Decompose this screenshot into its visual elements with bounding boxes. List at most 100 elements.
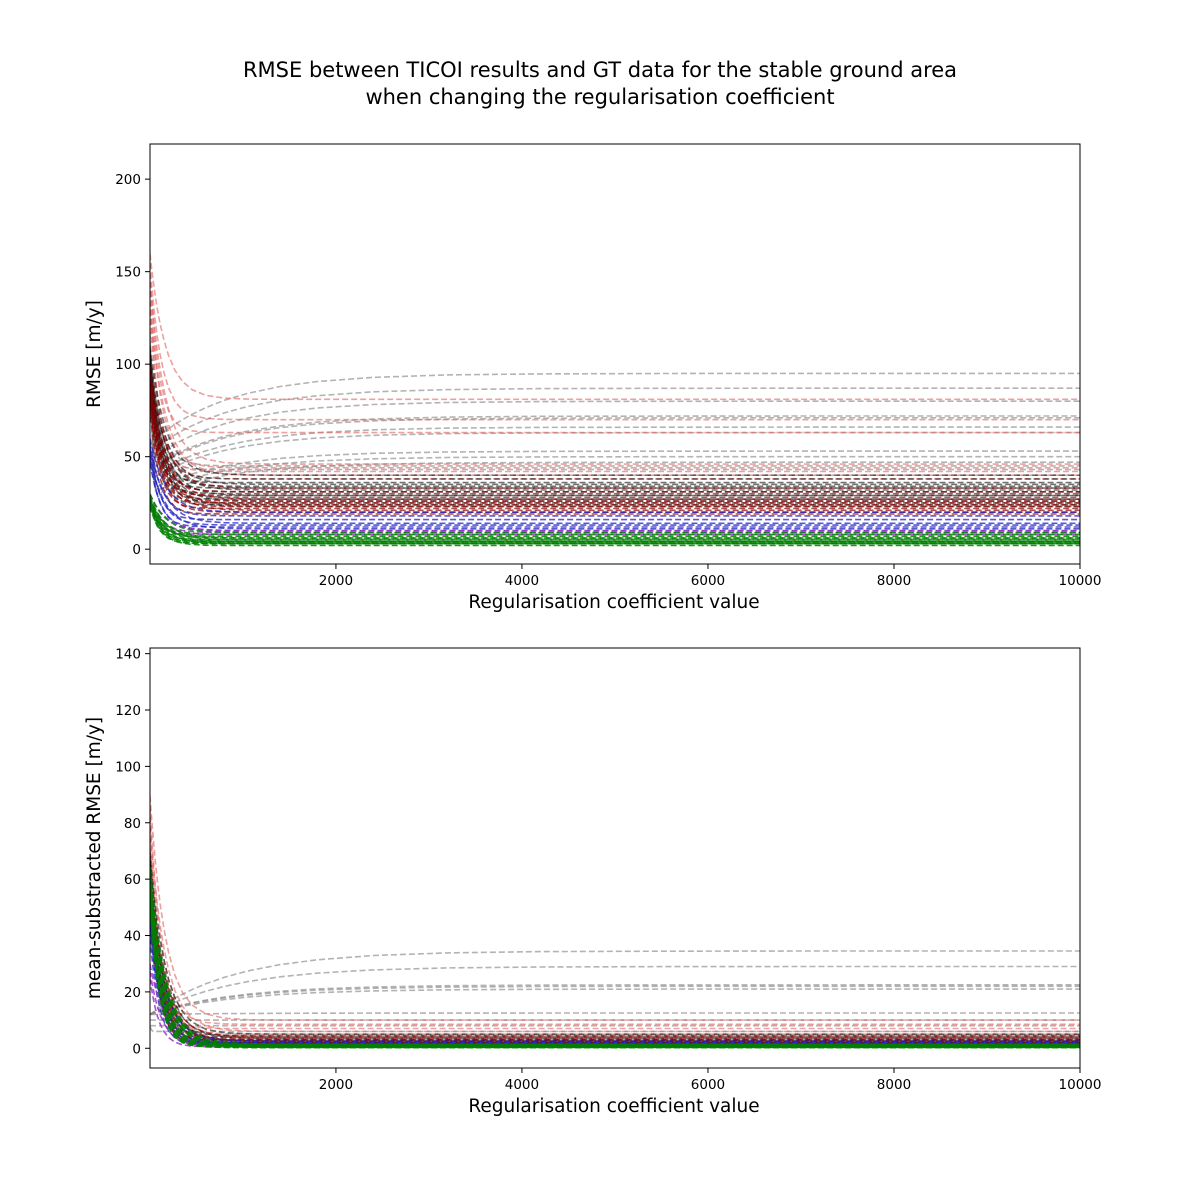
series-line-gray xyxy=(150,965,1080,1016)
series-line-gray xyxy=(150,988,1080,1016)
y-tick-label: 60 xyxy=(124,872,141,888)
series-group xyxy=(150,795,1080,1049)
series-line-black xyxy=(150,346,1080,476)
series-line-black xyxy=(150,349,1080,480)
y-tick-label: 40 xyxy=(124,929,141,945)
series-line-green xyxy=(150,493,1080,534)
series-line-black xyxy=(150,355,1080,486)
series-line-blue xyxy=(150,459,1080,530)
y-tick-label: 0 xyxy=(132,542,141,558)
y-axis-label: mean-substracted RMSE [m/y] xyxy=(84,717,105,999)
bottom-panel-mean-substracted-rmse: 2000 4000 6000 8000 10000 0 20 40 60 80 100 120 140 R… xyxy=(84,647,1101,1117)
series-line-darkred xyxy=(150,373,1080,497)
series-line-green xyxy=(150,882,1080,1047)
y-tick-label: 100 xyxy=(115,759,141,775)
x-tick-label: 4000 xyxy=(505,573,539,589)
series-line-darkred xyxy=(150,885,1080,1040)
series-line-gray xyxy=(150,345,1080,468)
y-tick-label: 150 xyxy=(115,265,141,281)
series-line-black xyxy=(150,374,1080,497)
series-line-red xyxy=(150,281,1080,465)
x-tick-label: 6000 xyxy=(691,1077,725,1093)
y-tick-label: 50 xyxy=(124,450,141,466)
series-line-black xyxy=(150,876,1080,1042)
series-line-red xyxy=(150,827,1080,1033)
series-line-red xyxy=(150,849,1080,1037)
series-line-gray xyxy=(150,336,1080,450)
series-line-gray xyxy=(150,331,1080,441)
figure-title-line1: RMSE between TICOI results and GT data f… xyxy=(242,58,958,82)
series-line-gray xyxy=(150,1026,1080,1033)
series-line-gray xyxy=(150,354,1080,475)
y-axis-label: RMSE [m/y] xyxy=(84,300,105,408)
x-tick-label: 2000 xyxy=(319,1077,353,1093)
series-line-darkred xyxy=(150,399,1080,512)
x-tick-label: 10000 xyxy=(1059,1077,1102,1093)
series-line-red xyxy=(150,291,1080,469)
series-line-red xyxy=(150,253,1080,401)
series-line-black xyxy=(150,381,1080,500)
series-line-black xyxy=(150,860,1080,1038)
x-tick-label: 8000 xyxy=(877,573,911,589)
series-line-darkred xyxy=(150,407,1080,515)
series-line-green xyxy=(150,869,1080,1046)
series-line-darkred xyxy=(150,384,1080,504)
series-line-red xyxy=(150,301,1080,473)
series-line-gray xyxy=(150,984,1080,1016)
series-line-green xyxy=(150,908,1080,1049)
series-line-red xyxy=(150,273,1080,434)
series-line-blue xyxy=(150,452,1080,526)
y-tick-label: 120 xyxy=(115,703,141,719)
series-group xyxy=(150,253,1080,547)
x-tick-label: 2000 xyxy=(319,573,353,589)
series-line-black xyxy=(150,368,1080,493)
series-line-red xyxy=(150,838,1080,1035)
series-line-black xyxy=(150,893,1080,1045)
y-tick-label: 100 xyxy=(115,357,141,373)
figure-title-line2: when changing the regularisation coeffic… xyxy=(365,85,835,109)
series-line-green xyxy=(150,873,1080,1046)
series-line-darkred xyxy=(150,376,1080,500)
series-line-green xyxy=(150,866,1080,1045)
series-line-black xyxy=(150,856,1080,1037)
figure-title: RMSE between TICOI results and GT data f… xyxy=(0,57,1200,111)
series-line-black xyxy=(150,885,1080,1044)
series-line-blue xyxy=(150,448,1080,525)
series-line-black xyxy=(150,873,1080,1042)
series-line-green xyxy=(150,889,1080,1048)
series-line-blue xyxy=(150,438,1080,513)
series-line-darkred xyxy=(150,387,1080,506)
series-line-green xyxy=(150,502,1080,543)
series-line-green xyxy=(150,505,1080,545)
series-line-gray xyxy=(150,950,1080,1016)
y-tick-label: 0 xyxy=(132,1041,141,1057)
series-line-gray xyxy=(150,985,1080,1016)
y-tick-label: 80 xyxy=(124,816,141,832)
series-line-red xyxy=(150,263,1080,421)
y-tick-label: 20 xyxy=(124,985,141,1001)
series-line-darkred xyxy=(150,901,1080,1044)
y-tick-label: 140 xyxy=(115,647,141,663)
series-line-green xyxy=(150,497,1080,539)
x-tick-label: 4000 xyxy=(505,1077,539,1093)
series-line-darkred xyxy=(150,364,1080,489)
plot-frame xyxy=(149,647,1081,1069)
series-line-green xyxy=(150,494,1080,536)
series-line-red xyxy=(150,817,1080,1030)
series-line-green xyxy=(150,506,1080,547)
x-axis-label: Regularisation coefficient value xyxy=(468,592,759,613)
series-line-gray xyxy=(150,1012,1080,1016)
series-line-black xyxy=(150,851,1080,1035)
series-line-green xyxy=(150,499,1080,541)
series-line-black xyxy=(150,897,1080,1046)
series-line-blue xyxy=(150,914,1080,1044)
x-tick-label: 10000 xyxy=(1059,573,1102,589)
x-tick-label: 6000 xyxy=(691,573,725,589)
series-line-black xyxy=(150,868,1080,1041)
plot-frame xyxy=(149,143,1081,565)
series-line-black xyxy=(150,359,1080,488)
series-line-darkred xyxy=(150,891,1080,1041)
x-axis-label: Regularisation coefficient value xyxy=(468,1096,759,1117)
series-line-purple xyxy=(150,493,1080,532)
